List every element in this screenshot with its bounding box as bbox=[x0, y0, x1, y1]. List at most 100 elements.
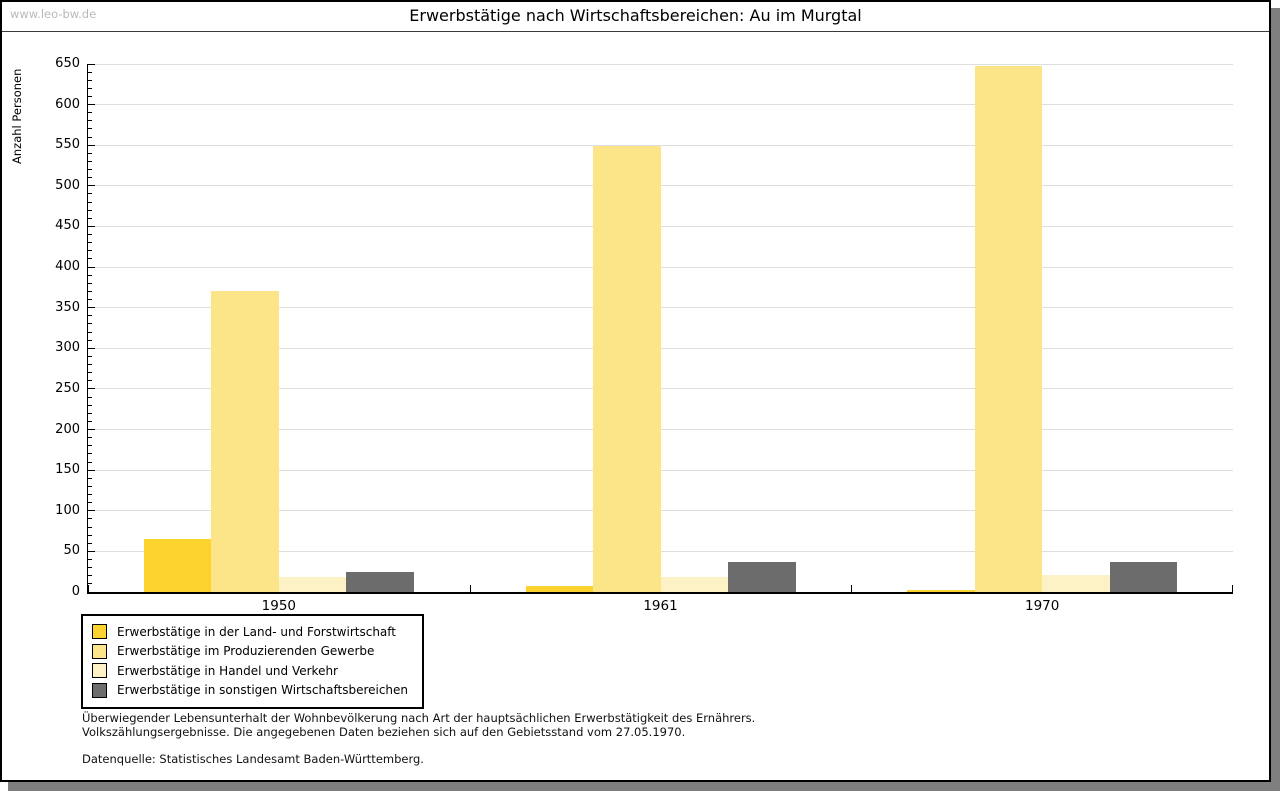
bar-1961-series-1 bbox=[525, 585, 593, 592]
x-tick-label-1950: 1950 bbox=[261, 598, 297, 614]
footnote-line-2: Volkszählungsergebnisse. Die angegebenen… bbox=[82, 725, 686, 739]
x-tick-1 bbox=[469, 585, 471, 592]
y-tick-label-500: 500 bbox=[55, 177, 80, 193]
y-tick-570 bbox=[88, 128, 92, 130]
y-tick-580 bbox=[88, 120, 92, 122]
y-tick-460 bbox=[88, 217, 92, 219]
y-tick-440 bbox=[88, 234, 92, 236]
bar-1970-series-1 bbox=[907, 590, 975, 592]
header-bar: www.leo-bw.de Erwerbstätige nach Wirtsch… bbox=[2, 2, 1269, 32]
bar-1950-series-1 bbox=[143, 539, 212, 592]
legend-item-2: Erwerbstätige im Produzierenden Gewerbe bbox=[92, 642, 408, 662]
y-tick-520 bbox=[88, 169, 92, 171]
gridline-y-400 bbox=[88, 266, 1233, 268]
gridline-y-350 bbox=[88, 307, 1233, 309]
gridline-y-100 bbox=[88, 510, 1233, 512]
y-tick-350 bbox=[88, 307, 95, 309]
y-tick-550 bbox=[88, 144, 95, 146]
y-tick-0 bbox=[88, 591, 95, 593]
y-tick-380 bbox=[88, 282, 92, 284]
y-tick-70 bbox=[88, 534, 92, 536]
y-tick-label-250: 250 bbox=[55, 380, 80, 396]
y-tick-470 bbox=[88, 209, 92, 211]
y-tick-30 bbox=[88, 567, 92, 569]
y-tick-640 bbox=[88, 71, 92, 73]
y-tick-130 bbox=[88, 485, 92, 487]
gridline-y-600 bbox=[88, 104, 1233, 106]
y-tick-100 bbox=[88, 510, 95, 512]
legend-swatch-2 bbox=[92, 643, 107, 659]
legend-swatch-1 bbox=[92, 624, 107, 640]
y-tick-390 bbox=[88, 274, 92, 276]
chart-title: Erwerbstätige nach Wirtschaftsbereichen:… bbox=[409, 6, 862, 25]
legend-item-4: Erwerbstätige in sonstigen Wirtschaftsbe… bbox=[92, 681, 408, 701]
y-tick-190 bbox=[88, 437, 92, 439]
y-tick-170 bbox=[88, 453, 92, 455]
y-tick-510 bbox=[88, 177, 92, 179]
y-tick-410 bbox=[88, 258, 92, 260]
gridline-y-150 bbox=[88, 469, 1233, 471]
legend-label-1: Erwerbstätige in der Land- und Forstwirt… bbox=[117, 624, 396, 639]
legend-label-2: Erwerbstätige im Produzierenden Gewerbe bbox=[117, 644, 375, 659]
gridline-y-550 bbox=[88, 144, 1233, 146]
y-tick-540 bbox=[88, 152, 92, 154]
y-tick-560 bbox=[88, 136, 92, 138]
y-tick-280 bbox=[88, 364, 92, 366]
y-tick-label-650: 650 bbox=[55, 56, 80, 71]
bar-1950-series-2 bbox=[211, 291, 279, 592]
legend-item-3: Erwerbstätige in Handel und Verkehr bbox=[92, 661, 408, 681]
bar-1961-series-2 bbox=[593, 146, 661, 592]
gridline-y-500 bbox=[88, 185, 1233, 187]
legend-label-4: Erwerbstätige in sonstigen Wirtschaftsbe… bbox=[117, 683, 409, 698]
legend-label-3: Erwerbstätige in Handel und Verkehr bbox=[117, 663, 338, 678]
y-tick-label-450: 450 bbox=[55, 218, 80, 234]
y-axis-label: Anzahl Personen bbox=[10, 68, 24, 164]
bar-1970-series-4 bbox=[1109, 561, 1178, 592]
footnote-block: Überwiegender Lebensunterhalt der Wohnbe… bbox=[82, 711, 755, 766]
y-tick-420 bbox=[88, 250, 92, 252]
y-tick-label-600: 600 bbox=[55, 96, 80, 112]
gridline-y-650 bbox=[88, 63, 1233, 65]
y-tick-300 bbox=[88, 347, 95, 349]
y-tick-label-300: 300 bbox=[55, 340, 80, 356]
y-tick-200 bbox=[88, 429, 95, 431]
y-tick-label-50: 50 bbox=[63, 543, 80, 559]
y-tick-310 bbox=[88, 339, 92, 341]
legend-item-1: Erwerbstätige in der Land- und Forstwirt… bbox=[92, 622, 408, 642]
y-tick-320 bbox=[88, 331, 92, 333]
y-tick-label-350: 350 bbox=[55, 299, 80, 315]
x-tick-label-1970: 1970 bbox=[1024, 598, 1060, 614]
y-tick-530 bbox=[88, 160, 92, 162]
y-tick-label-100: 100 bbox=[55, 502, 80, 518]
x-tick-0 bbox=[88, 585, 89, 592]
x-tick-2 bbox=[851, 585, 853, 592]
y-tick-240 bbox=[88, 396, 92, 398]
y-tick-620 bbox=[88, 87, 92, 89]
y-tick-80 bbox=[88, 526, 92, 528]
y-tick-340 bbox=[88, 315, 92, 317]
gridline-y-50 bbox=[88, 550, 1233, 552]
y-tick-120 bbox=[88, 494, 92, 496]
y-tick-210 bbox=[88, 420, 92, 422]
page-drop-shadow-bottom bbox=[8, 782, 1271, 791]
y-tick-450 bbox=[88, 225, 95, 227]
bar-1970-series-2 bbox=[974, 65, 1043, 592]
legend-swatch-3 bbox=[92, 663, 107, 679]
y-tick-90 bbox=[88, 518, 92, 520]
y-tick-590 bbox=[88, 112, 92, 114]
y-tick-20 bbox=[88, 575, 92, 577]
footnote-line-1: Überwiegender Lebensunterhalt der Wohnbe… bbox=[82, 711, 756, 725]
y-tick-label-0: 0 bbox=[71, 584, 80, 599]
y-tick-label-150: 150 bbox=[55, 462, 80, 478]
y-tick-630 bbox=[88, 79, 92, 81]
y-tick-label-400: 400 bbox=[55, 259, 80, 275]
y-tick-610 bbox=[88, 95, 92, 97]
y-tick-290 bbox=[88, 355, 92, 357]
plot-area: 1950 1961 1970 0 50 100 150 200 250 300 350 400 450 5… bbox=[55, 56, 1233, 614]
y-tick-400 bbox=[88, 266, 95, 268]
y-tick-160 bbox=[88, 461, 92, 463]
data-source: Datenquelle: Statistisches Landesamt Bad… bbox=[82, 752, 424, 766]
bar-1970-series-3 bbox=[1042, 574, 1110, 592]
site-watermark: www.leo-bw.de bbox=[10, 7, 97, 21]
